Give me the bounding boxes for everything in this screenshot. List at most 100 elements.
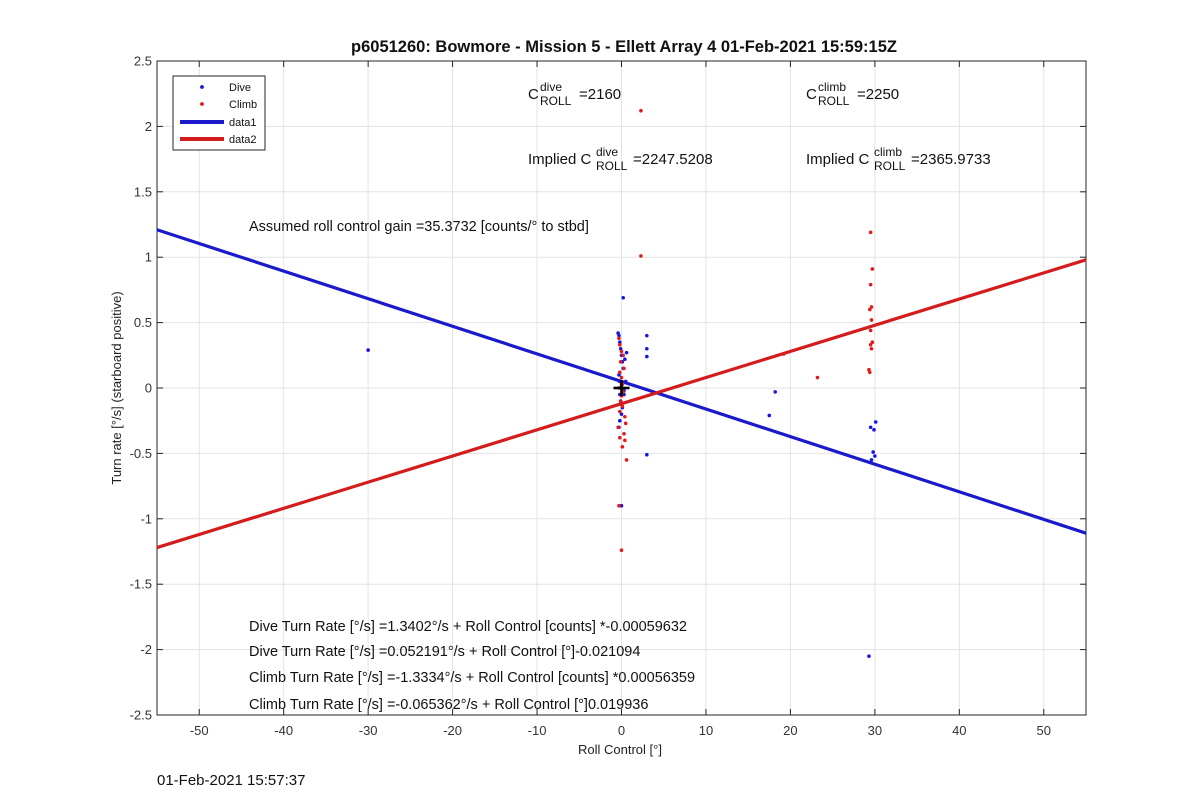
climb-point bbox=[622, 366, 626, 371]
dive-equation-degrees: Dive Turn Rate [°/s] =0.052191°/s + Roll… bbox=[249, 644, 640, 660]
climb-point bbox=[617, 336, 621, 341]
dive-point bbox=[621, 295, 625, 300]
y-tick-label: 0 bbox=[145, 381, 152, 396]
y-tick-label: -1 bbox=[140, 511, 152, 526]
dive-equation-counts: Dive Turn Rate [°/s] =1.3402°/s + Roll C… bbox=[249, 619, 687, 635]
climb-point bbox=[617, 503, 621, 508]
x-axis-label: Roll Control [°] bbox=[578, 742, 662, 757]
fit-line-data2 bbox=[156, 258, 1087, 550]
dive-point bbox=[618, 340, 622, 345]
dive-point bbox=[366, 348, 370, 352]
dive-point bbox=[773, 390, 778, 394]
axis-ticks: -50 -40 -30 -20 -10 0 10 20 30 40 50-2.5-2-1.5-1-0… bbox=[130, 54, 1086, 738]
dive-point bbox=[617, 333, 621, 338]
climb-point bbox=[869, 346, 874, 351]
implied-dive-base: Implied C bbox=[528, 151, 592, 168]
implied-climb-base: Implied C bbox=[806, 151, 870, 168]
dive-point bbox=[623, 357, 627, 362]
dive-point bbox=[872, 428, 876, 432]
c-climb-sub: ROLL bbox=[818, 94, 850, 108]
climb-point bbox=[867, 370, 872, 375]
annotation-c-dive: C dive ROLL =2160 bbox=[528, 80, 621, 108]
dive-point bbox=[619, 412, 624, 416]
climb-point bbox=[867, 307, 872, 312]
climb-point bbox=[868, 328, 873, 333]
climb-point bbox=[619, 375, 624, 380]
annotation-implied-climb: Implied C climb ROLL =2365.9733 bbox=[806, 145, 991, 173]
climb-point bbox=[620, 404, 625, 409]
climb-point bbox=[624, 458, 629, 462]
climb-point bbox=[870, 267, 875, 271]
climb-point bbox=[619, 349, 624, 354]
climb-point bbox=[621, 353, 625, 358]
legend-climb-label: Climb bbox=[229, 99, 257, 111]
figure-timestamp: 01-Feb-2021 15:57:37 bbox=[157, 772, 306, 789]
implied-dive-value: =2247.5208 bbox=[633, 151, 713, 168]
climb-point bbox=[618, 409, 622, 414]
roll-gain-annotation: Assumed roll control gain =35.3732 [coun… bbox=[249, 219, 589, 235]
climb-point bbox=[623, 438, 627, 443]
origin-marker bbox=[613, 380, 630, 396]
climb-point bbox=[618, 343, 622, 347]
climb-point bbox=[781, 352, 786, 356]
x-tick-label: 40 bbox=[952, 723, 966, 738]
x-tick-label: -30 bbox=[359, 723, 378, 738]
dive-point bbox=[873, 454, 877, 458]
annotation-c-climb: C climb ROLL =2250 bbox=[806, 80, 899, 108]
dive-point bbox=[618, 418, 622, 423]
climb-point bbox=[619, 548, 624, 552]
c-climb-value: =2250 bbox=[857, 86, 899, 103]
legend-climb-marker bbox=[200, 102, 204, 106]
dive-point bbox=[867, 654, 871, 658]
implied-climb-sub: ROLL bbox=[874, 159, 906, 173]
climb-point bbox=[868, 282, 873, 287]
y-tick-label: 2.5 bbox=[134, 54, 152, 69]
climb-equation-counts: Climb Turn Rate [°/s] =-1.3334°/s + Roll… bbox=[249, 670, 695, 686]
c-dive-value: =2160 bbox=[579, 86, 621, 103]
x-tick-label: 0 bbox=[618, 723, 625, 738]
climb-point bbox=[618, 360, 623, 364]
climb-point bbox=[639, 108, 643, 113]
climb-point bbox=[869, 305, 874, 309]
climb-point bbox=[869, 318, 874, 322]
climb-point bbox=[639, 254, 643, 258]
climb-point bbox=[623, 414, 627, 419]
implied-dive-sub: ROLL bbox=[596, 159, 628, 173]
y-tick-label: 2 bbox=[145, 119, 152, 134]
x-tick-label: 30 bbox=[868, 723, 882, 738]
implied-dive-sup: dive bbox=[596, 145, 618, 159]
y-tick-label: 0.5 bbox=[134, 315, 152, 330]
dive-point bbox=[623, 379, 628, 384]
climb-point bbox=[868, 343, 873, 347]
climb-point bbox=[616, 425, 620, 430]
legend: Dive Climb data1 data2 bbox=[172, 75, 266, 151]
y-axis-label: Turn rate [°/s] (starboard positive) bbox=[109, 291, 124, 484]
implied-climb-value: =2365.9733 bbox=[911, 151, 991, 168]
legend-dive-marker bbox=[200, 85, 204, 89]
dive-point bbox=[873, 420, 878, 424]
dive-point bbox=[767, 413, 772, 418]
x-tick-label: -20 bbox=[443, 723, 462, 738]
y-tick-label: -2 bbox=[140, 642, 152, 657]
climb-point bbox=[870, 340, 875, 345]
c-dive-base: C bbox=[528, 86, 539, 103]
legend-data1-label: data1 bbox=[229, 117, 257, 129]
dive-point bbox=[868, 425, 873, 430]
y-tick-label: -0.5 bbox=[130, 446, 152, 461]
x-tick-label: -40 bbox=[274, 723, 293, 738]
c-dive-sub: ROLL bbox=[540, 94, 572, 108]
climb-point bbox=[618, 370, 622, 375]
climb-point bbox=[622, 431, 626, 436]
y-tick-label: -2.5 bbox=[130, 708, 152, 723]
chart-title: p6051260: Bowmore - Mission 5 - Ellett A… bbox=[351, 38, 897, 56]
dive-point bbox=[619, 503, 624, 508]
climb-point bbox=[618, 435, 622, 440]
c-climb-sup: climb bbox=[818, 80, 846, 94]
x-tick-label: 20 bbox=[783, 723, 797, 738]
x-tick-label: 50 bbox=[1037, 723, 1051, 738]
y-tick-label: -1.5 bbox=[130, 577, 152, 592]
x-tick-label: -10 bbox=[528, 723, 547, 738]
dive-point bbox=[645, 346, 649, 351]
implied-climb-sup: climb bbox=[874, 145, 902, 159]
